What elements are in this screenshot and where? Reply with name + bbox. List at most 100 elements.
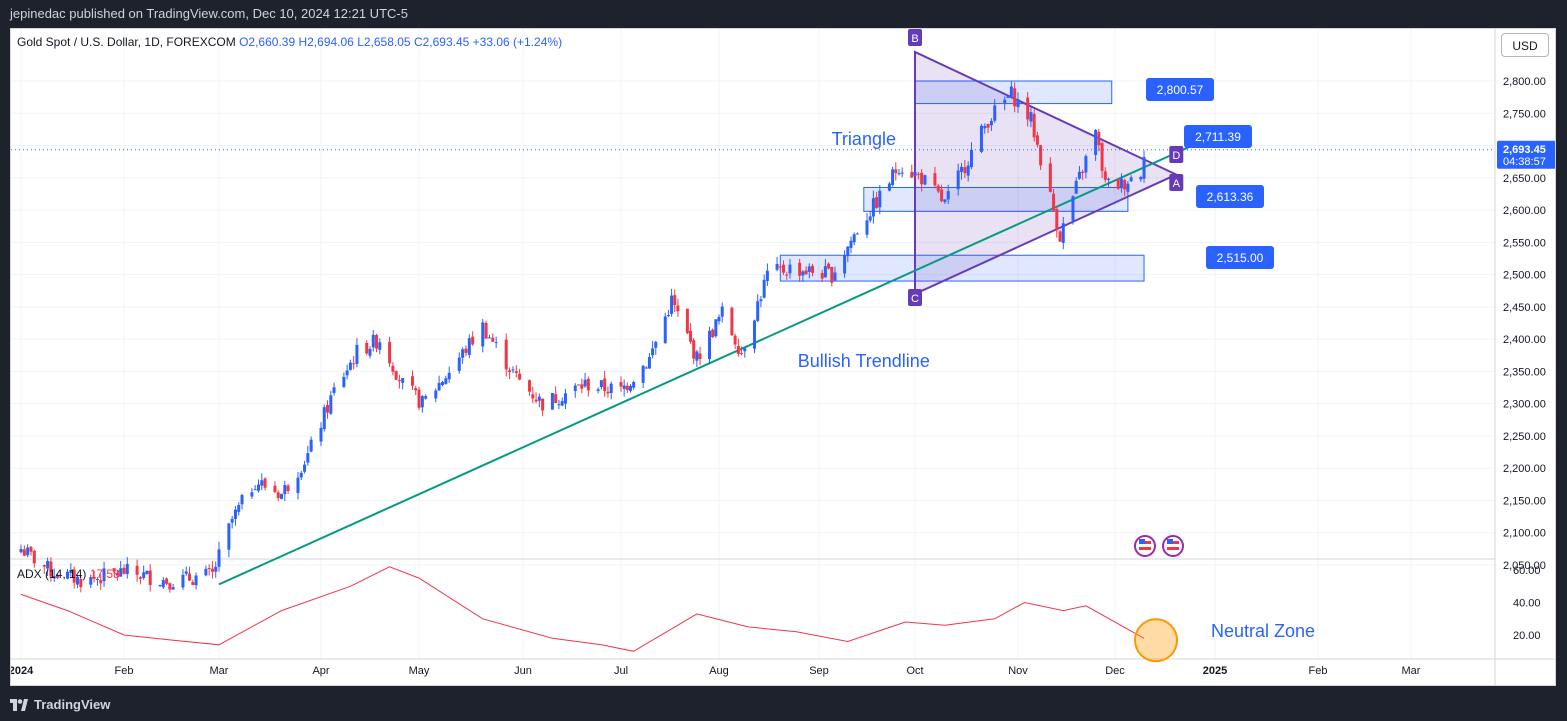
- point-d-bg: [1169, 146, 1184, 163]
- candle-body: [1074, 180, 1078, 194]
- bullish-trendline[interactable]: [218, 144, 1193, 586]
- tradingview-logo[interactable]: TradingView: [10, 697, 110, 712]
- candle-body: [875, 197, 879, 209]
- candle-body: [647, 356, 651, 369]
- candle-body: [487, 337, 491, 339]
- candle-body: [26, 547, 30, 556]
- candle-body: [625, 385, 629, 391]
- candle-body: [1052, 193, 1056, 211]
- adx-tick-label: 20.00: [1513, 630, 1541, 642]
- candle-body: [1039, 145, 1043, 166]
- ohlc-high: H2,694.06: [298, 35, 354, 49]
- candle-body: [142, 572, 146, 579]
- candle-body: [663, 316, 667, 344]
- candle-body: [537, 396, 541, 401]
- time-tick-label: Oct: [906, 665, 923, 677]
- candle-body: [1029, 112, 1033, 122]
- time-tick-label: Dec: [1105, 665, 1125, 677]
- candle-body: [237, 505, 241, 512]
- candle-body: [557, 404, 561, 406]
- candle-body: [342, 376, 346, 387]
- candle-body: [375, 335, 379, 349]
- candle-body: [833, 272, 837, 281]
- header-bar: jepinedac published on TradingView.com, …: [0, 0, 1567, 28]
- candle-body: [102, 568, 106, 582]
- adx-value: 17.58: [89, 567, 120, 581]
- time-tick-label: Feb: [115, 665, 134, 677]
- us-event-flag-icon: [1139, 547, 1151, 550]
- candle-body: [161, 579, 165, 588]
- candle-body: [332, 387, 336, 393]
- price-tick-label: 2,350.00: [1503, 366, 1546, 378]
- price-label-2800-bg: [1146, 78, 1214, 101]
- candle-body: [145, 570, 149, 574]
- candle-body: [309, 439, 313, 452]
- neutral-zone-label: Neutral Zone: [1211, 621, 1315, 641]
- candle-body: [388, 341, 392, 364]
- candle-body: [1077, 171, 1081, 179]
- candle-countdown: 04:38:57: [1503, 156, 1546, 168]
- candle-body: [1058, 231, 1062, 242]
- candle-body: [420, 396, 424, 408]
- candle-body: [49, 561, 53, 577]
- candle-body: [240, 495, 244, 505]
- candle-body: [461, 349, 465, 358]
- candle-body: [933, 173, 937, 186]
- candle-body: [260, 480, 264, 486]
- price-label-2613: 2,613.36: [1207, 190, 1254, 204]
- chart-frame[interactable]: 2,800.002,750.002,700.002,650.002,600.00…: [10, 28, 1556, 686]
- currency-button[interactable]: USD: [1501, 33, 1549, 57]
- chart-canvas[interactable]: 2,800.002,750.002,700.002,650.002,600.00…: [11, 29, 1556, 686]
- candle-body: [762, 279, 766, 298]
- candle-body: [871, 198, 875, 217]
- candle-body: [956, 170, 960, 190]
- adx-legend[interactable]: ADX (14, 14) 17.58: [17, 567, 120, 581]
- candle-body: [119, 568, 123, 577]
- adx-label: ADX (14, 14): [17, 567, 87, 581]
- candle-body: [99, 580, 103, 584]
- ohlc-low: L2,658.05: [357, 35, 411, 49]
- price-label-2711: 2,711.39: [1195, 130, 1241, 144]
- candle-body: [32, 550, 36, 564]
- candle-body: [550, 393, 554, 410]
- candle-body: [148, 570, 152, 586]
- candle-body: [563, 393, 567, 404]
- symbol-name[interactable]: Gold Spot / U.S. Dollar, 1D, FOREXCOM: [17, 35, 236, 49]
- candle-body: [752, 320, 756, 349]
- candle-body: [900, 172, 904, 174]
- candle-body: [368, 348, 372, 356]
- candle-body: [158, 585, 162, 587]
- candle-body: [1100, 143, 1104, 171]
- candle-body: [283, 485, 287, 495]
- candle-body: [250, 492, 254, 497]
- candle-body: [319, 427, 323, 442]
- price-tick-label: 2,300.00: [1503, 399, 1546, 411]
- candle-body: [329, 395, 333, 414]
- candle-body: [191, 582, 195, 585]
- candle-body: [603, 378, 607, 391]
- candle-body: [943, 199, 947, 202]
- candle-body: [1032, 113, 1036, 138]
- price-tick-label: 2,250.00: [1503, 431, 1546, 443]
- symbol-legend: Gold Spot / U.S. Dollar, 1D, FOREXCOM O2…: [17, 35, 562, 49]
- candle-body: [531, 394, 535, 399]
- candle-body: [210, 568, 214, 572]
- candle-body: [42, 565, 46, 567]
- point-c-bg: [908, 289, 922, 306]
- price-tick-label: 2,750.00: [1503, 108, 1546, 120]
- candle-body: [622, 385, 626, 389]
- candle-body: [481, 322, 485, 347]
- candle-body: [457, 357, 461, 371]
- published-text: jepinedac published on TradingView.com, …: [10, 6, 408, 21]
- bullish-trendline-label: Bullish Trendline: [798, 351, 930, 371]
- candle-body: [894, 169, 898, 174]
- candle-body: [518, 373, 522, 380]
- triangle-label: Triangle: [832, 129, 896, 149]
- candle-body: [695, 351, 699, 361]
- zones[interactable]: [779, 80, 1145, 282]
- candle-body: [66, 571, 70, 579]
- candle-body: [194, 575, 198, 586]
- candle-body: [798, 262, 802, 276]
- candle-body: [823, 266, 827, 278]
- candle-body: [227, 523, 231, 550]
